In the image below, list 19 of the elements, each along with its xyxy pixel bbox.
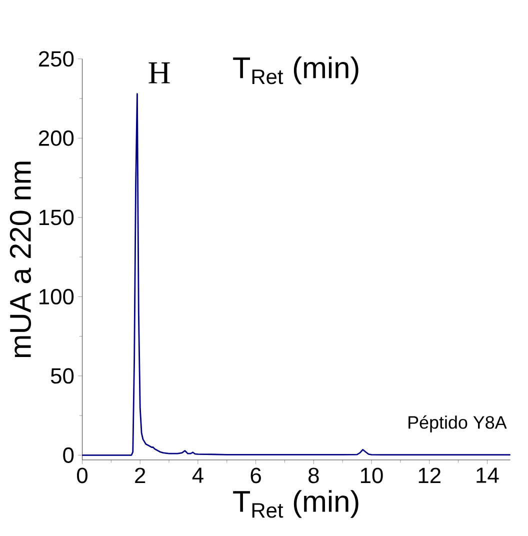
y-tick-label: 200 xyxy=(38,130,74,146)
y-tick-label: 250 xyxy=(38,51,74,67)
chart-title: T$_{Ret}$ (min) xyxy=(232,56,358,84)
x-tick-label: 8 xyxy=(308,468,319,484)
x-tick-label: 10 xyxy=(360,468,383,484)
x-tick-label: 14 xyxy=(476,468,499,483)
x-tick-label: 12 xyxy=(418,468,440,484)
x-tick-label: 2 xyxy=(134,468,145,484)
y-tick-label: 100 xyxy=(39,288,74,304)
x-tick-label: 0 xyxy=(76,468,88,484)
x-tick-label: 6 xyxy=(250,468,261,484)
y-tick-label: 0 xyxy=(62,447,74,463)
x-axis-title: T$_{Ret}$ (min) xyxy=(232,490,358,518)
y-tick-label: 150 xyxy=(39,210,74,226)
y-axis-title: mUA a 220 nm xyxy=(10,162,31,358)
annotation: Péptido Y8A xyxy=(408,415,507,432)
annotation: H xyxy=(148,62,170,84)
y-tick-label: 50 xyxy=(50,368,74,384)
x-tick-label: 4 xyxy=(192,468,204,483)
